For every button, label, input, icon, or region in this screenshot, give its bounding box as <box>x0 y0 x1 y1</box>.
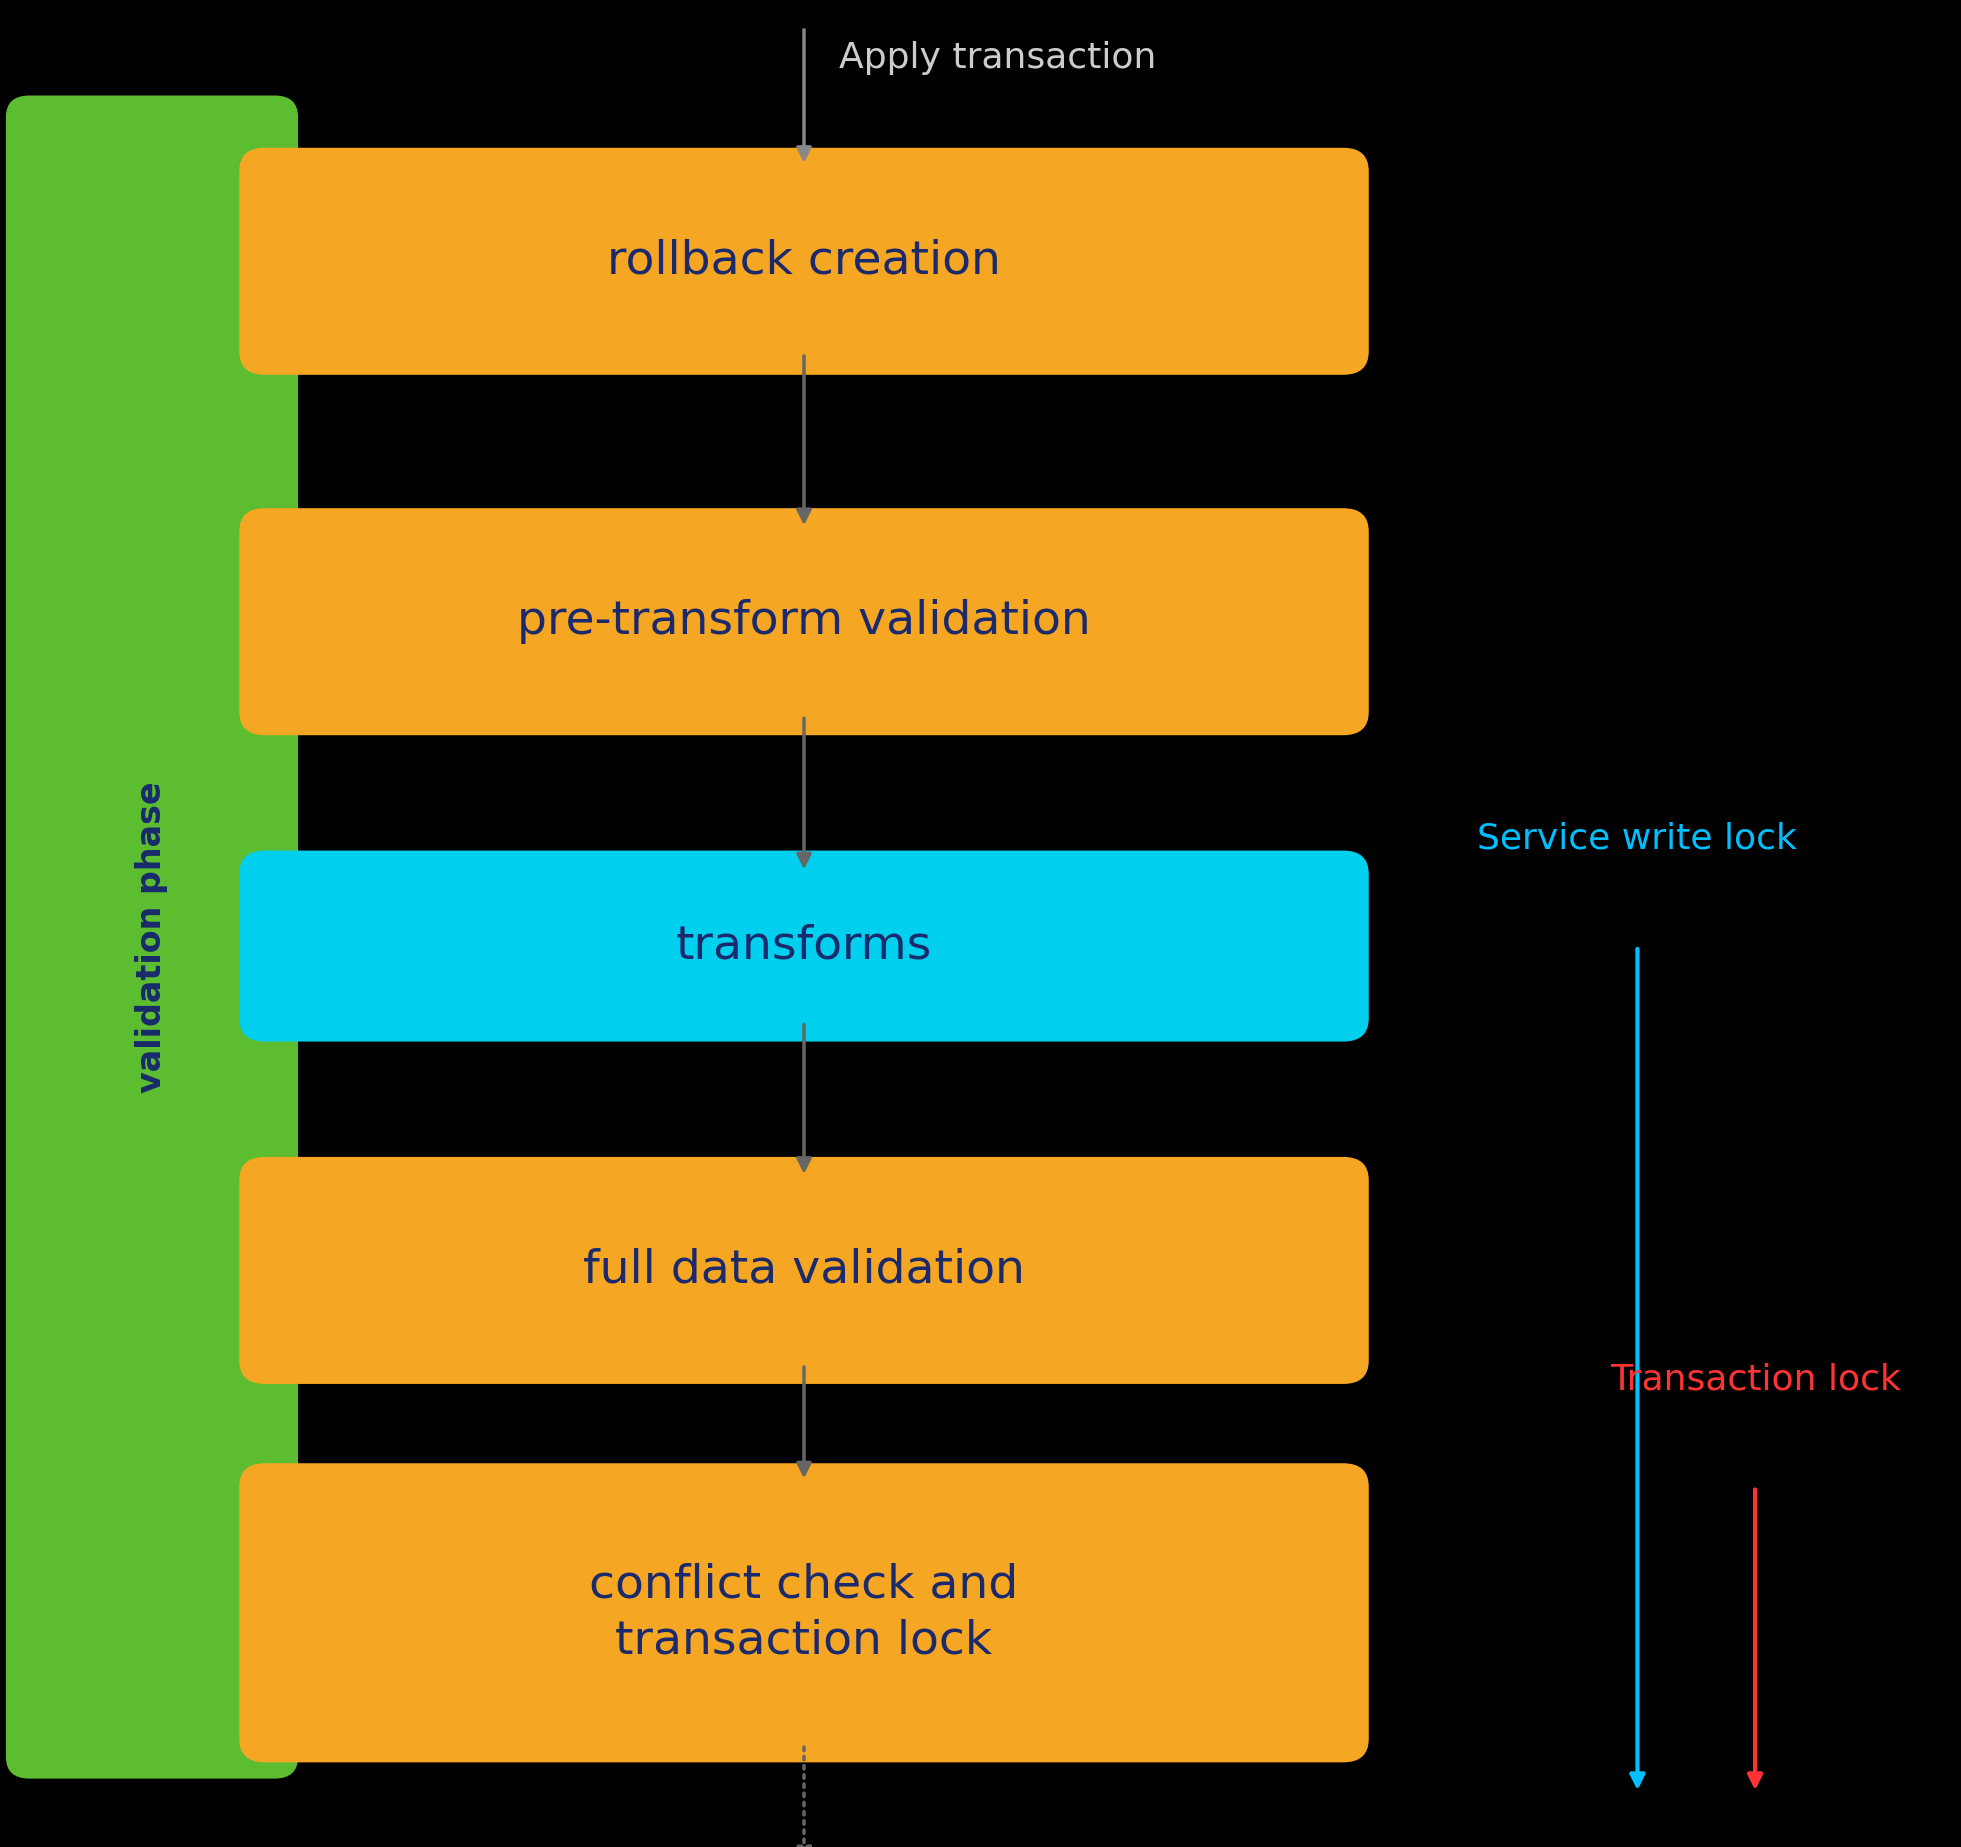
FancyBboxPatch shape <box>239 1463 1369 1762</box>
Text: Apply transaction: Apply transaction <box>839 41 1157 76</box>
Text: Transaction lock: Transaction lock <box>1610 1363 1900 1396</box>
Text: validation phase: validation phase <box>135 781 169 1093</box>
FancyBboxPatch shape <box>6 96 298 1779</box>
Text: transforms: transforms <box>677 924 931 968</box>
Text: full data validation: full data validation <box>582 1249 1026 1293</box>
FancyBboxPatch shape <box>239 1156 1369 1383</box>
FancyBboxPatch shape <box>239 851 1369 1042</box>
FancyBboxPatch shape <box>239 508 1369 735</box>
Text: conflict check and
transaction lock: conflict check and transaction lock <box>590 1563 1018 1662</box>
Text: pre-transform validation: pre-transform validation <box>518 598 1090 645</box>
Text: rollback creation: rollback creation <box>608 238 1000 284</box>
FancyBboxPatch shape <box>239 148 1369 375</box>
Text: Service write lock: Service write lock <box>1477 822 1798 855</box>
